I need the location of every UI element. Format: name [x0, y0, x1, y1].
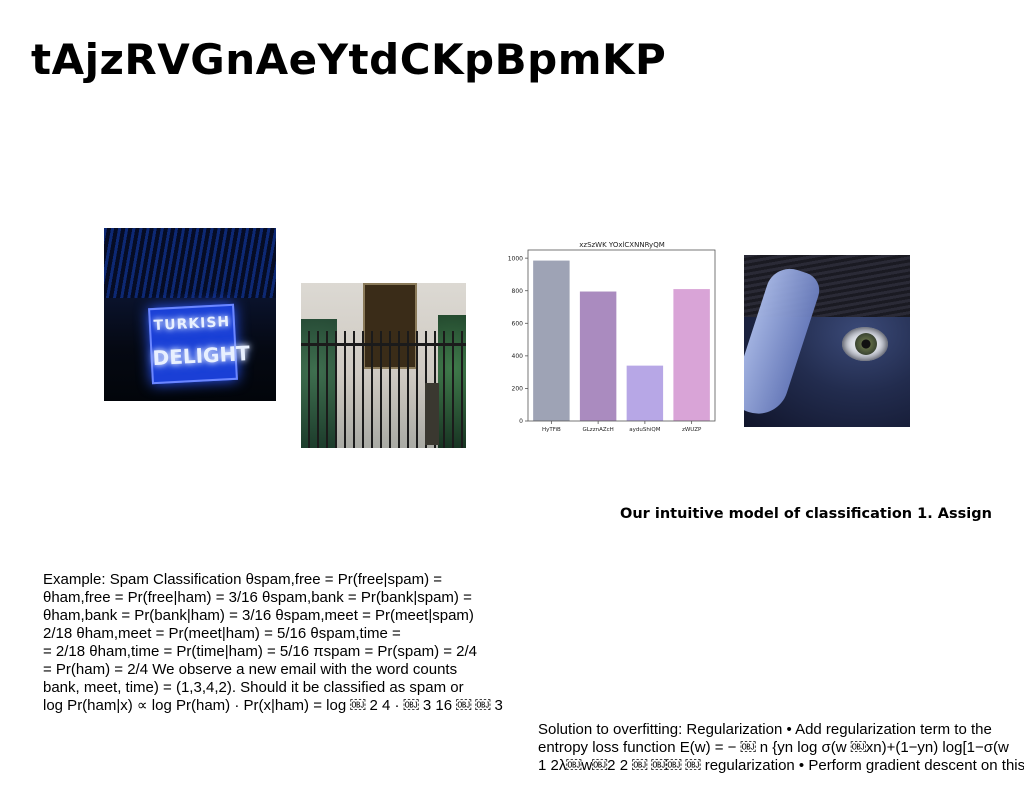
neon-sign-photo: TURKISH DELIGHT — [104, 228, 276, 401]
y-tick-label: 800 — [512, 288, 524, 295]
spam-example-line: Example: Spam Classification θspam,free … — [43, 571, 443, 588]
bar-chart: xzSzWK YOxlCXNNRyQM 0 200 400 600 800 1000 Hy… — [508, 241, 716, 433]
regularization-line: entropy loss function E(w) = − ￼ n {yn l… — [538, 739, 1009, 756]
plot-frame — [527, 249, 716, 422]
y-tick-label: 400 — [512, 353, 524, 360]
eye-photo — [744, 255, 910, 427]
x-tick-label: GLzznAZcH — [582, 427, 613, 433]
y-tick-label: 0 — [519, 418, 523, 425]
regularization-line: 1 2λ￼w￼2 2 ￼ ￼￼ ￼ regularization • Perfo… — [538, 757, 1024, 774]
spam-example-line: = Pr(ham) = 2/4 We observe a new email w… — [43, 661, 458, 678]
spam-example-line: log Pr(ham|x) ∝ log Pr(ham) · Pr(x|ham) … — [43, 697, 503, 714]
spam-example-line: bank, meet, time) = (1,3,4,2). Should it… — [43, 679, 464, 696]
spam-example-line: θham,free = Pr(free|ham) = 3/16 θspam,ba… — [43, 589, 472, 606]
chart-title: xzSzWK YOxlCXNNRyQM — [579, 241, 665, 249]
bar-GLzznAZcH — [579, 291, 617, 421]
page-title: tAjzRVGnAeYtdCKpBpmKP — [31, 35, 667, 84]
section-subtitle: Our intuitive model of classification 1.… — [620, 506, 992, 522]
x-tick-label: HyTFiB — [542, 427, 561, 433]
y-tick-label: 1000 — [508, 255, 523, 262]
bar-HyTFiB — [533, 260, 570, 421]
regularization-text: Solution to overfitting: Regularization … — [538, 721, 1024, 775]
regularization-line: Solution to overfitting: Regularization … — [538, 721, 992, 738]
spam-example-line: 2/18 θham,meet = Pr(meet|ham) = 5/16 θsp… — [43, 625, 401, 642]
bar-zWUZP — [673, 289, 710, 421]
gate-photo — [301, 283, 466, 448]
y-tick-label: 600 — [512, 320, 524, 327]
spam-example-text: Example: Spam Classification θspam,free … — [43, 571, 503, 715]
y-tick-label: 200 — [512, 386, 524, 393]
spam-example-line: = 2/18 θham,time = Pr(time|ham) = 5/16 π… — [43, 643, 478, 660]
x-tick-label: zWUZP — [682, 427, 702, 433]
spam-example-line: θham,bank = Pr(bank|ham) = 3/16 θspam,me… — [43, 607, 474, 624]
x-tick-label: ayduShiQM — [629, 427, 660, 433]
bar-ayduShiQM — [626, 365, 664, 421]
